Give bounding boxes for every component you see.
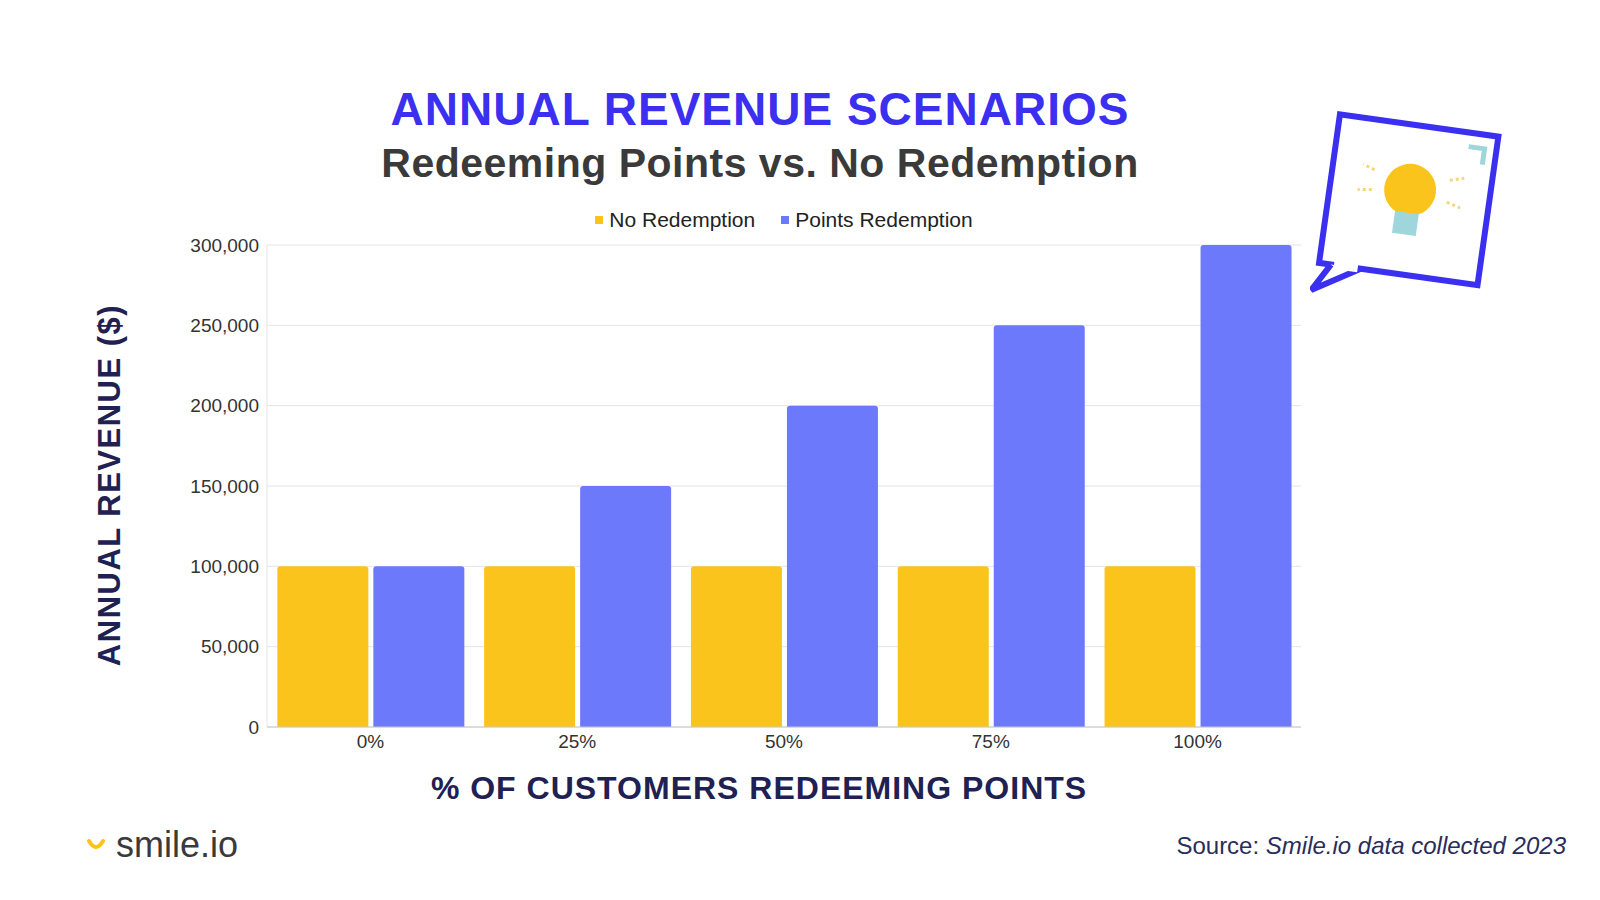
svg-text:50,000: 50,000	[201, 636, 259, 657]
svg-text:75%: 75%	[972, 731, 1010, 752]
html-text:ANNUAL REVENUE SCENARIOS: ANNUAL REVENUE SCENARIOS	[390, 83, 1130, 135]
svg-text:150,000: 150,000	[190, 476, 259, 497]
svg-text:300,000: 300,000	[190, 235, 259, 256]
svg-text:0%: 0%	[357, 731, 385, 752]
html-text:Points Redemption: Points Redemption	[795, 208, 973, 231]
html-text:ANNUAL REVENUE ($): ANNUAL REVENUE ($)	[92, 303, 127, 667]
html-text:% OF CUSTOMERS REDEEMING POINT: % OF CUSTOMERS REDEEMING POINTS	[430, 769, 1088, 806]
svg-text:0: 0	[248, 717, 259, 738]
html-text:smile.io: smile.io	[116, 824, 238, 865]
svg-text:250,000: 250,000	[190, 315, 259, 336]
html-text:Redeeming Points vs. No Redemp: Redeeming Points vs. No Redemption	[381, 140, 1139, 186]
svg-text:100%: 100%	[1173, 731, 1222, 752]
html-text:Source: Smile.io data collecte: Source: Smile.io data collected 2023	[1176, 832, 1566, 859]
html-text:No Redemption: No Redemption	[609, 208, 756, 231]
svg-text:100,000: 100,000	[190, 556, 259, 577]
svg-text:200,000: 200,000	[190, 395, 259, 416]
svg-text:25%: 25%	[558, 731, 596, 752]
svg-text:50%: 50%	[765, 731, 803, 752]
